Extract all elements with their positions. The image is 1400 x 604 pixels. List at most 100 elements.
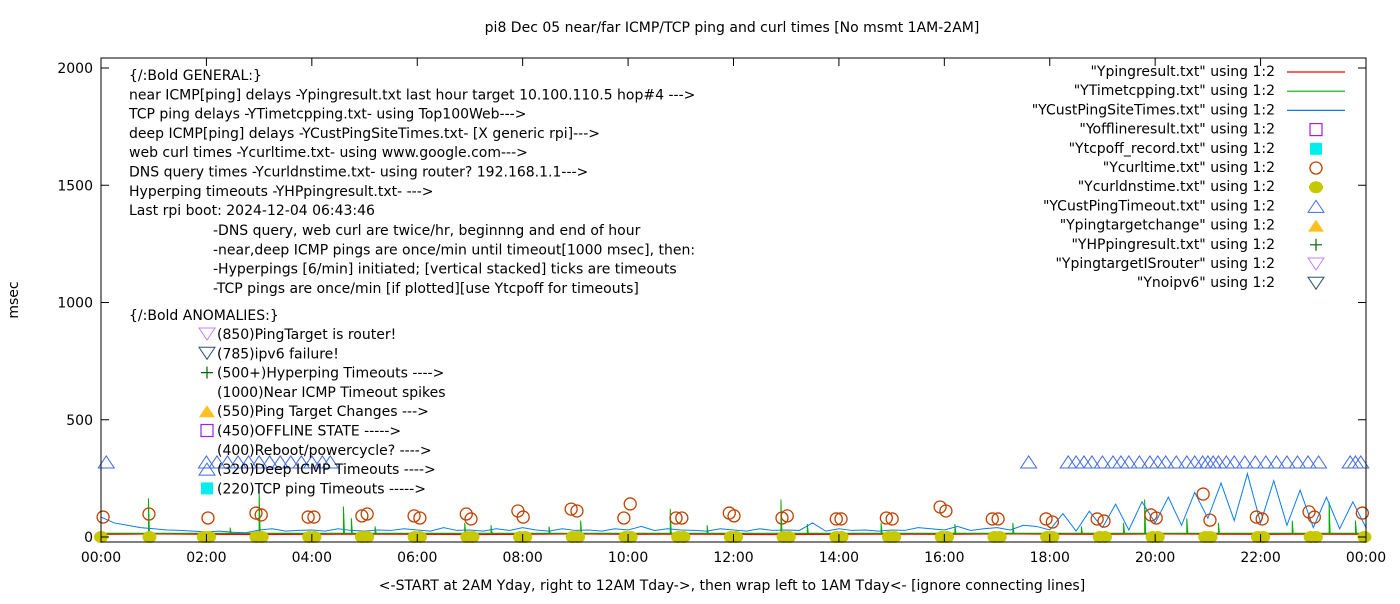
anomaly-marker	[198, 462, 216, 476]
cust-ping-timeout-point	[1299, 455, 1317, 469]
anomaly-text: (500+)Hyperping Timeouts ---->	[217, 366, 444, 382]
legend-marker-sample	[1309, 122, 1323, 137]
curl-time-point	[1045, 515, 1060, 529]
legend-entry-label: "Ypingtargetchange" using 1:2	[1060, 218, 1275, 234]
curl-time-point	[355, 509, 369, 523]
anomaly-text: (320)Deep ICMP Timeouts ---->	[217, 462, 436, 478]
x-tick-label: 06:00	[397, 550, 437, 566]
cust-ping-timeout-point	[1177, 455, 1196, 469]
dns-time-point	[834, 531, 849, 543]
curl-time-point	[301, 510, 315, 524]
curl-time-point	[617, 511, 631, 525]
annotation-general-line: Hyperping timeouts -YHPpingresult.txt- -…	[129, 184, 434, 200]
series-line-ycustpingsitetimes	[100, 471, 1367, 534]
curl-time-point	[464, 512, 478, 526]
x-tick-label: 04:00	[292, 550, 332, 566]
plot-area	[94, 455, 1372, 543]
curl-time-point	[879, 511, 894, 525]
legend-entry-label: "YpingtargetISrouter" using 1:2	[1055, 256, 1275, 272]
curl-time-point	[1097, 514, 1111, 528]
cust-ping-timeout-point	[1225, 455, 1244, 469]
curl-time-point	[1090, 512, 1104, 526]
dns-time-point	[623, 531, 638, 543]
annotation-general-line: near ICMP[ping] delays -Ypingresult.txt …	[129, 87, 695, 103]
anomaly-text: (1000)Near ICMP Timeout spikes	[217, 385, 446, 401]
y-tick-label: 2000	[57, 61, 93, 77]
curl-time-point	[1149, 511, 1163, 525]
dns-time-point	[518, 531, 533, 543]
legend-marker-sample	[1310, 238, 1322, 251]
legend-marker-sample	[1308, 219, 1324, 232]
curl-time-point	[407, 509, 421, 523]
cust-ping-timeout-point	[302, 455, 321, 469]
dns-time-point	[1203, 531, 1218, 543]
curl-time-point	[1355, 506, 1369, 520]
legend-entry-label: "Ynoipv6" using 1:2	[1137, 275, 1275, 291]
curl-time-point	[1039, 512, 1053, 526]
x-tick-label: 12:00	[713, 550, 753, 566]
cust-ping-timeout-point	[1341, 455, 1360, 469]
cust-ping-timeout-point	[1267, 455, 1286, 469]
anomaly-marker	[201, 482, 213, 495]
curl-time-point	[985, 512, 999, 526]
y-tick-label: 500	[66, 413, 93, 429]
dns-time-point	[992, 531, 1007, 543]
cust-ping-timeout-point	[1140, 455, 1159, 469]
curl-time-point	[254, 508, 268, 522]
curl-time-point	[307, 510, 321, 524]
y-tick-label: 1000	[57, 296, 93, 312]
annotation-note-line: -Hyperpings [6/min] initiated; [vertical…	[213, 262, 677, 278]
anomaly-marker	[199, 405, 215, 418]
annotation-general-line: DNS query times -Ycurldnstime.txt- using…	[129, 165, 588, 181]
dns-time-point	[1256, 531, 1271, 543]
curl-time-point	[991, 512, 1005, 526]
legend-marker-sample	[1309, 161, 1323, 175]
y-tick-label: 0	[84, 530, 93, 546]
cust-ping-timeout-point	[1075, 455, 1093, 469]
annotations: {/:Bold GENERAL:} near ICMP[ping] delays …	[128, 68, 695, 497]
curl-time-point	[675, 511, 689, 525]
x-tick-label: 14:00	[819, 550, 859, 566]
dns-time-point	[1098, 531, 1113, 543]
curl-time-point	[142, 507, 156, 521]
legend-entry-label: "YHPpingresult.txt" using 1:2	[1071, 237, 1275, 253]
annotation-general-line: web curl times -Ycurltime.txt- using www…	[129, 145, 528, 161]
series-line-ytimetcpping	[101, 492, 1366, 534]
cust-ping-timeout-point	[1204, 455, 1223, 469]
cust-ping-timeout-point	[1346, 455, 1365, 469]
anomaly-text: (400)Reboot/powercycle? ---->	[217, 443, 432, 459]
cust-ping-timeout-point	[1209, 455, 1228, 469]
curl-time-point	[360, 507, 374, 521]
dns-time-point	[781, 531, 796, 543]
x-tick-label: 02:00	[186, 550, 226, 566]
cust-ping-timeout-point	[1309, 455, 1328, 469]
legend-marker-sample	[1307, 276, 1325, 291]
x-tick-label: 16:00	[924, 550, 964, 566]
dns-time-point	[939, 531, 954, 543]
cust-ping-timeout-point	[1246, 455, 1265, 469]
annotation-note-line: -TCP pings are once/min [if plotted][use…	[213, 281, 639, 297]
x-tick-label: 00:00	[81, 550, 121, 566]
legend-marker-sample	[1309, 181, 1323, 194]
x-tick-label: 18:00	[1030, 550, 1070, 566]
dns-time-point	[360, 531, 375, 543]
dns-time-point	[1150, 531, 1165, 543]
cust-ping-timeout-point	[197, 455, 216, 469]
x-tick-label: 20:00	[1135, 550, 1175, 566]
annotation-general-line: Last rpi boot: 2024-12-04 06:43:46	[129, 203, 375, 219]
y-axis-label: msec	[6, 281, 22, 318]
dns-time-point	[254, 531, 269, 543]
cust-ping-timeout-point	[1198, 455, 1217, 469]
cust-ping-timeout-point	[1288, 455, 1307, 469]
cust-ping-timeout-point	[1185, 455, 1204, 469]
anomaly-text: (785)ipv6 failure!	[217, 346, 339, 362]
chart-title: pi8 Dec 05 near/far ICMP/TCP ping and cu…	[485, 20, 980, 36]
curl-time-point	[669, 511, 683, 525]
cust-ping-timeout-point	[1019, 455, 1038, 469]
legend-marker-sample	[1307, 257, 1325, 271]
axes: 0 500 1000 1500 2000 00:00 02:00 04:00 06:00 08:0…	[57, 58, 1386, 566]
cust-ping-timeout-point	[1119, 455, 1138, 469]
curl-time-point	[885, 512, 899, 526]
curl-time-point	[1203, 513, 1217, 527]
